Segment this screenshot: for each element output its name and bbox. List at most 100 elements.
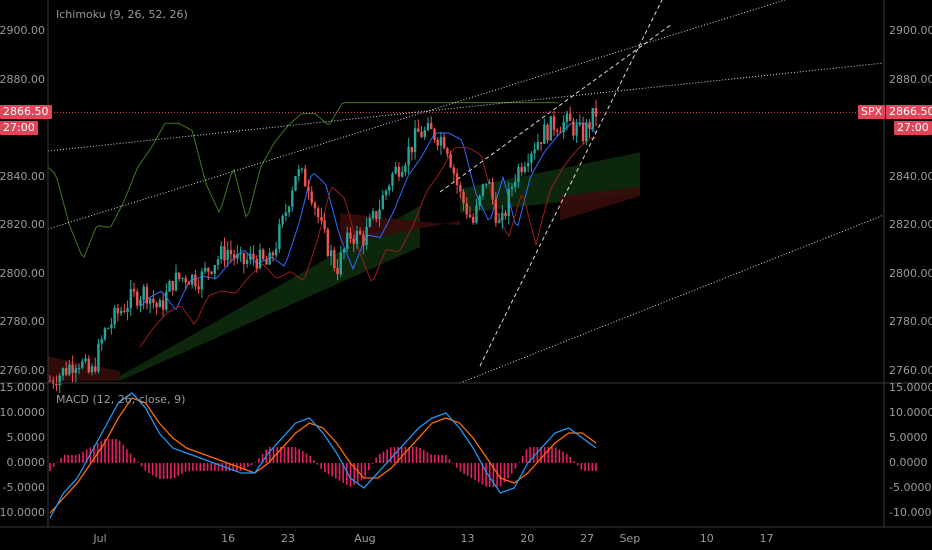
candle-body <box>77 367 81 369</box>
candle-body <box>64 368 68 375</box>
candle-body <box>446 148 449 155</box>
price-axis-label: 2900.00 <box>0 24 45 37</box>
ichimoku-cloud <box>48 152 640 381</box>
candle-body <box>271 252 275 256</box>
candle-body <box>174 272 178 291</box>
candle-body <box>578 122 582 125</box>
candle-body <box>178 272 181 280</box>
candle-body <box>413 128 417 153</box>
candle-body <box>139 299 142 306</box>
candle-body <box>417 128 420 132</box>
macd-axis-label-right: -10.0000 <box>889 506 932 519</box>
candle-body <box>203 267 207 272</box>
macd-axis-label-right: 15.0000 <box>889 381 932 394</box>
candle-body <box>378 209 381 219</box>
candle-body <box>407 146 410 166</box>
candle-body <box>213 265 216 274</box>
candle-body <box>326 229 330 257</box>
lagging-span <box>47 102 558 259</box>
candle-body <box>536 142 540 150</box>
candle-body <box>304 168 307 187</box>
macd-axis-label: 15.0000 <box>0 381 45 394</box>
candle-body <box>510 186 514 189</box>
chart-frame <box>0 0 932 528</box>
candle-body <box>465 203 468 215</box>
candle-body <box>475 205 478 223</box>
price-axis-label-right: 2840.00 <box>889 169 932 183</box>
candle-body <box>58 375 61 386</box>
candle-body <box>171 280 174 291</box>
macd-legend[interactable]: MACD (12, 26, close, 9) <box>56 393 186 406</box>
candle-body <box>430 123 433 130</box>
candle-body <box>472 216 475 223</box>
candle-body <box>323 220 326 230</box>
candle-body <box>197 286 200 290</box>
candle-body <box>358 230 362 235</box>
base-line <box>139 137 596 348</box>
candle-body <box>297 169 300 177</box>
candle-body <box>61 368 65 376</box>
candle-body <box>136 291 139 306</box>
candle-body <box>336 268 339 275</box>
candle-body <box>168 280 171 292</box>
candle-body <box>284 212 288 216</box>
candle-body <box>349 232 352 239</box>
candle-body <box>103 328 107 340</box>
time-axis-label: Jul <box>93 532 107 545</box>
candle-body <box>481 184 485 196</box>
candle-body <box>494 199 498 223</box>
candle-body <box>252 253 255 259</box>
macd-series <box>49 392 597 519</box>
candle-body <box>533 149 536 154</box>
ichimoku-legend[interactable]: Ichimoku (9, 26, 52, 26) <box>56 8 188 21</box>
candle-body <box>397 166 401 177</box>
candle-body <box>362 234 365 246</box>
countdown-tag-left: 27:00 <box>0 121 38 135</box>
candle-body <box>371 211 375 218</box>
candle-body <box>594 107 598 117</box>
candle-body <box>229 249 233 255</box>
trendline-upper-channel <box>47 0 786 230</box>
countdown-tag-right: 27:00 <box>894 121 932 135</box>
candle-body <box>588 122 591 129</box>
candle-body <box>549 116 552 141</box>
candle-body <box>268 252 271 265</box>
macd-axis-label: 0.0000 <box>6 456 46 469</box>
candle-body <box>68 364 71 375</box>
drawn-trendlines[interactable] <box>47 0 885 384</box>
candle-body <box>116 307 120 314</box>
candle-body <box>575 124 578 136</box>
trendline-dashed-wedge <box>439 23 673 193</box>
price-axis-label: 2760.00 <box>0 364 45 377</box>
candle-body <box>236 253 239 259</box>
price-axis-label: 2820.00 <box>0 218 45 232</box>
candle-body <box>155 302 158 308</box>
candle-body <box>194 274 197 287</box>
candle-body <box>242 252 246 264</box>
price-axis-label: 2780.00 <box>0 315 45 329</box>
candle-body <box>565 113 569 122</box>
candle-body <box>423 130 426 138</box>
candle-body <box>245 259 249 264</box>
candle-body <box>400 172 404 177</box>
candle-body <box>410 146 414 153</box>
candle-body <box>420 131 423 138</box>
candle-body <box>556 130 559 132</box>
candle-body <box>526 162 530 167</box>
candle-body <box>74 368 78 373</box>
trendline-dashed-support <box>479 0 663 367</box>
candle-body <box>562 121 565 133</box>
candle-body <box>436 139 439 146</box>
macd-axis-label-right: 0.0000 <box>889 456 928 469</box>
ichimoku-lines <box>47 102 597 348</box>
candle-body <box>100 339 103 344</box>
candle-body <box>210 271 213 274</box>
time-axis-label: 27 <box>580 532 595 545</box>
candle-body <box>313 203 317 209</box>
candle-body <box>342 248 346 253</box>
candle-body <box>232 254 236 259</box>
candle-body <box>468 214 472 217</box>
candle-body <box>591 107 594 129</box>
candle-body <box>381 195 384 210</box>
